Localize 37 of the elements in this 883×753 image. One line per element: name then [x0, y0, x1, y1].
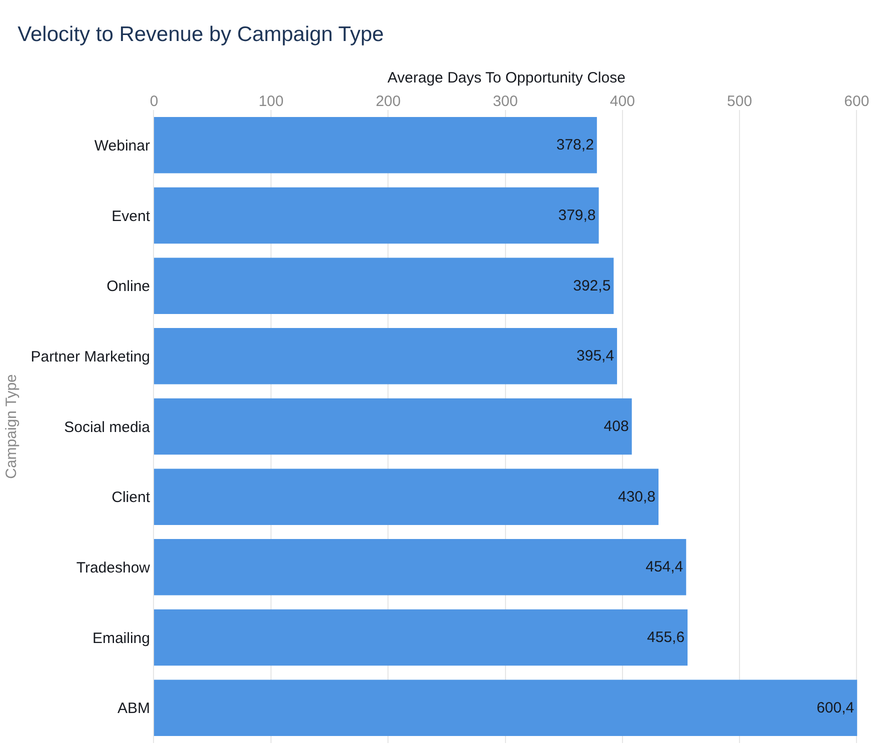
x-tick-label: 600 — [844, 93, 870, 110]
y-tick-label: Tradeshow — [76, 559, 150, 576]
data-label: 395,4 — [576, 348, 614, 365]
data-label: 408 — [604, 418, 629, 435]
bar — [154, 539, 686, 596]
y-tick-label: ABM — [117, 700, 150, 718]
x-tick-label: 200 — [376, 93, 401, 110]
bar — [154, 258, 614, 314]
data-label: 379,8 — [558, 207, 596, 224]
data-label: 454,4 — [646, 558, 684, 576]
x-axis-title: Average Days To Opportunity Close — [388, 69, 626, 86]
y-tick-label: Partner Marketing — [30, 348, 150, 366]
bar — [154, 328, 618, 384]
bar — [154, 398, 632, 455]
data-label: 430,8 — [618, 488, 656, 506]
chart-title: Velocity to Revenue by Campaign Type — [18, 23, 384, 46]
data-label: 455,6 — [647, 629, 685, 646]
data-label: 378,2 — [556, 136, 594, 154]
y-tick-label: Social media — [64, 418, 151, 436]
data-label: 600,4 — [816, 699, 854, 716]
y-tick-label: Emailing — [92, 630, 150, 647]
bar — [154, 680, 858, 736]
bar — [154, 468, 659, 525]
x-tick-label: 0 — [150, 93, 158, 110]
y-axis-title: Campaign Type — [3, 374, 20, 479]
y-tick-label: Online — [106, 278, 150, 296]
data-label: 392,5 — [573, 277, 611, 294]
y-tick-label: Webinar — [94, 137, 150, 154]
x-tick-label: 100 — [258, 93, 284, 110]
x-tick-label: 400 — [610, 93, 635, 110]
x-tick-label: 500 — [727, 93, 752, 110]
y-tick-label: Client — [112, 489, 151, 506]
bar — [154, 117, 597, 174]
x-tick-label: 300 — [492, 93, 518, 110]
bar — [154, 609, 688, 666]
bar — [154, 187, 599, 244]
y-tick-label: Event — [112, 208, 151, 225]
